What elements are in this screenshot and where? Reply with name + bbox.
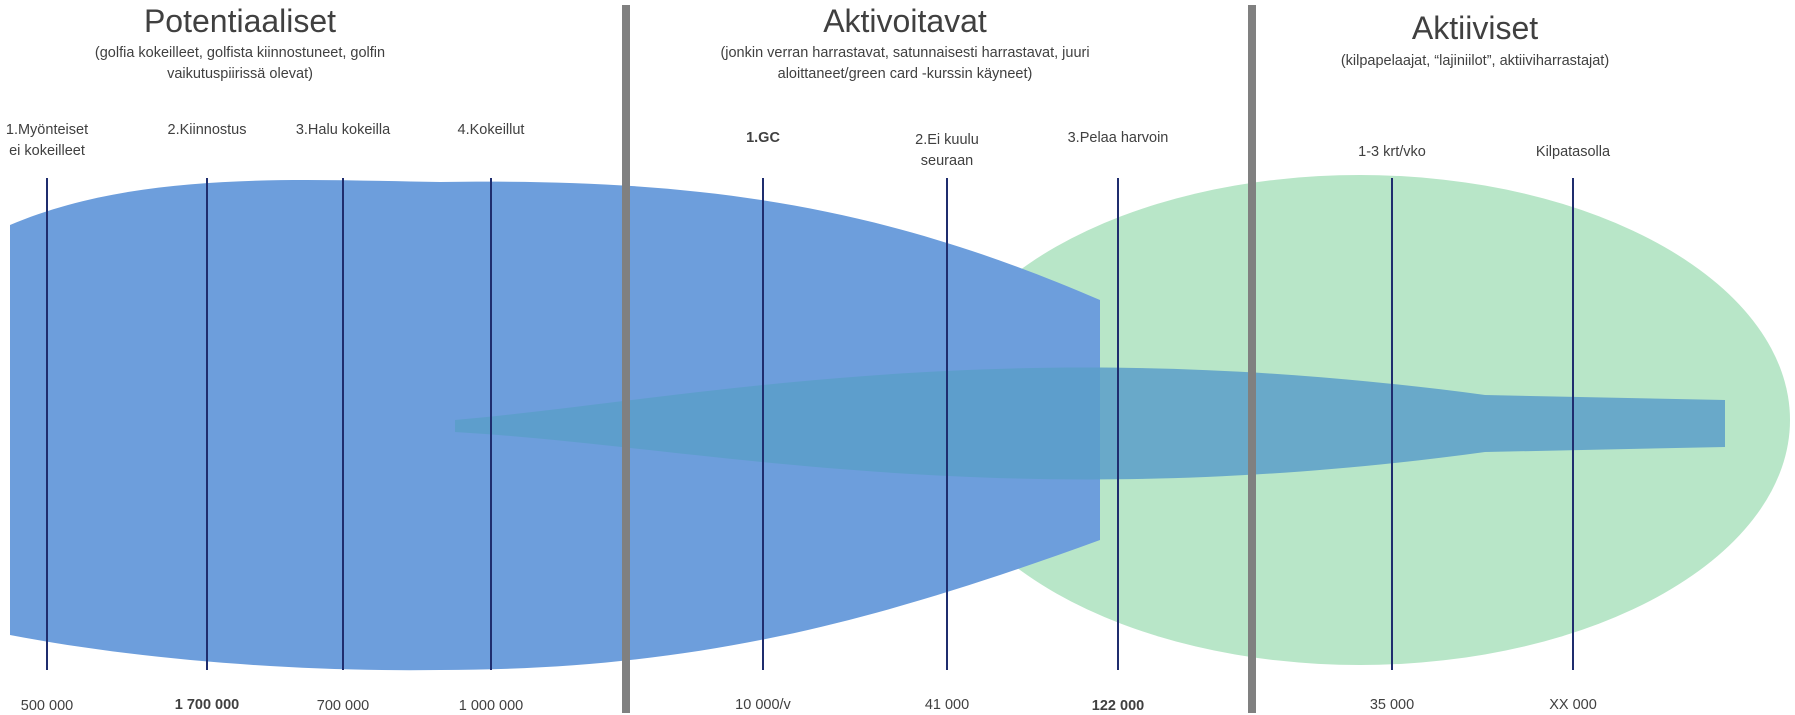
subtitle-line: (kilpapelaajat, “lajiniilot”, aktiivihar…	[1340, 53, 1610, 69]
stage-count: 10 000/v	[735, 697, 791, 713]
stage-label-line: ei kokeilleet	[9, 143, 85, 159]
section-title-activatable: Aktivoitavat	[823, 3, 987, 39]
stage-label: 1-3 krt/vko	[1302, 142, 1482, 163]
stage-label: 2.Kiinnostus	[117, 120, 297, 141]
stage-label: 1.Myönteiset ei kokeilleet	[0, 120, 137, 162]
stage-label-line: 3.Halu kokeilla	[295, 122, 391, 138]
stage-count: 500 000	[20, 698, 74, 714]
stage-label: 3.Halu kokeilla	[253, 120, 433, 141]
stage-label-line: 2.Ei kuulu	[915, 132, 979, 148]
subtitle-line: (golfia kokeilleet, golfista kiinnostune…	[94, 45, 386, 61]
stage-label: 2.Ei kuulu seuraan	[857, 130, 1037, 172]
stage-label-line: 1-3 krt/vko	[1358, 144, 1426, 160]
stage-label-line: 3.Pelaa harvoin	[1067, 130, 1169, 146]
stage-label-line: 4.Kokeillut	[457, 122, 525, 138]
stage-count: 35 000	[1369, 697, 1415, 713]
section-title-active: Aktiiviset	[1411, 10, 1539, 46]
stage-label-line: seuraan	[920, 153, 974, 169]
stage-count: 1 700 000	[174, 697, 240, 713]
stage-label: 1.GC	[673, 128, 853, 149]
stage-label-line: Kilpatasolla	[1535, 144, 1611, 160]
section-subtitle-potential: (golfia kokeilleet, golfista kiinnostune…	[40, 43, 440, 85]
section-divider-2	[1248, 5, 1256, 713]
stage-count: 41 000	[924, 697, 970, 713]
section-title-potential: Potentiaaliset	[143, 3, 337, 39]
stage-lines	[46, 178, 1574, 670]
stage-count: 700 000	[316, 698, 370, 714]
section-subtitle-activatable: (jonkin verran harrastavat, satunnaisest…	[650, 43, 1160, 85]
stage-label: 3.Pelaa harvoin	[1028, 128, 1208, 149]
stage-label: Kilpatasolla	[1483, 142, 1663, 163]
stage-count: XX 000	[1549, 697, 1597, 713]
stage-count: 1 000 000	[458, 698, 524, 714]
stage-count: 122 000	[1091, 698, 1145, 714]
subtitle-line: (jonkin verran harrastavat, satunnaisest…	[720, 45, 1090, 61]
section-divider-1	[622, 5, 630, 713]
active-conversion-wedge	[455, 367, 1725, 480]
stage-label-line: 2.Kiinnostus	[167, 122, 247, 138]
subtitle-line: vaikutuspiirissä olevat)	[167, 66, 313, 82]
section-subtitle-active: (kilpapelaajat, “lajiniilot”, aktiivihar…	[1275, 51, 1675, 72]
stage-label-line: 1.Myönteiset	[5, 122, 89, 138]
stage-label: 4.Kokeillut	[401, 120, 581, 141]
subtitle-line: aloittaneet/green card -kurssin käyneet)	[777, 66, 1033, 82]
stage-label-line: 1.GC	[746, 130, 780, 146]
